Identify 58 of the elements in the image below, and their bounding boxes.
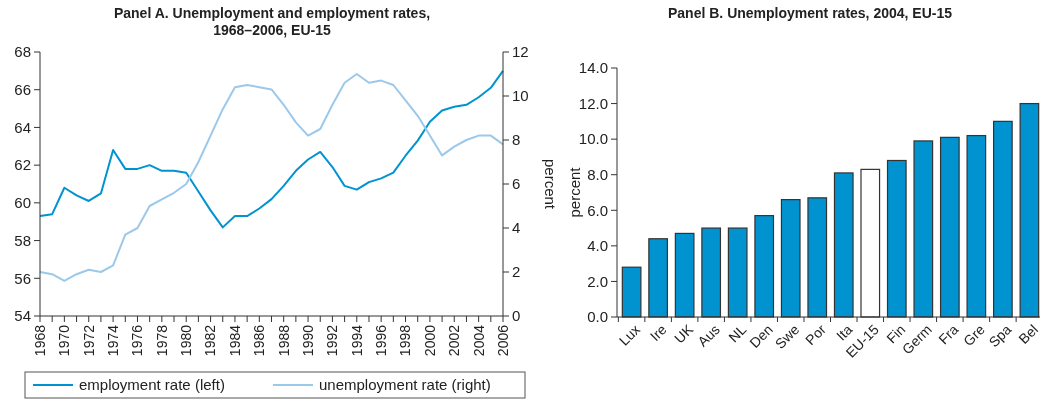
x-tick-label: 2002 — [446, 324, 463, 357]
x-tick-label: 2006 — [494, 324, 511, 357]
x-tick-label: Aus — [694, 321, 723, 350]
x-tick-label: 1992 — [324, 324, 341, 357]
y2-tick-label: 2 — [512, 263, 521, 281]
y-tick-label: 0.0 — [587, 308, 608, 326]
x-tick-label: 1982 — [202, 324, 219, 357]
y-tick-label: 10.0 — [578, 130, 608, 148]
y-tick-label: 6.0 — [587, 201, 608, 219]
line-series — [39, 69, 504, 229]
y2-tick-label: 6 — [512, 175, 521, 193]
y-tick-label: 66 — [14, 80, 31, 98]
x-tick-label: 1998 — [397, 324, 414, 357]
x-tick-label: 1970 — [56, 324, 73, 357]
line-series — [39, 73, 504, 282]
y-tick-label: 8.0 — [587, 165, 608, 183]
y-tick-label: 64 — [14, 118, 31, 136]
x-tick-label: 2000 — [421, 324, 438, 357]
x-tick-label: 1994 — [348, 324, 365, 357]
chart-title: Panel A. Unemployment and employment rates, 1968–2006, EU-15 — [113, 5, 431, 38]
y-tick-label: 14.0 — [578, 59, 608, 77]
x-tick-label: Por — [802, 321, 830, 348]
y-tick-label: 60 — [14, 194, 31, 212]
x-tick-label: 1996 — [373, 324, 390, 357]
y-tick-label: 4.0 — [587, 237, 608, 255]
x-tick-label: 2004 — [470, 324, 487, 357]
x-tick-label: 1980 — [178, 324, 195, 357]
y-tick-label: 68 — [14, 43, 31, 61]
x-tick-label: 1968 — [31, 324, 48, 357]
x-tick-label: 1974 — [105, 324, 122, 357]
x-tick-label: 1976 — [129, 324, 146, 357]
legend-label: employment rate (left) — [79, 376, 225, 394]
y-tick-label: 12.0 — [578, 94, 608, 112]
x-tick-label: 1988 — [275, 324, 292, 357]
x-tick-label: 1990 — [299, 324, 316, 357]
y-tick-label: 54 — [14, 307, 31, 325]
x-tick-label: 1986 — [251, 324, 268, 357]
y-tick-label: 58 — [14, 231, 31, 249]
y2-axis-title: percent — [542, 158, 559, 210]
x-tick-label: 1978 — [153, 324, 170, 357]
y-axis-title: percent — [566, 166, 583, 218]
x-tick-label: Ire — [646, 321, 670, 345]
y2-tick-label: 0 — [512, 307, 521, 325]
y2-tick-label: 12 — [512, 43, 529, 61]
y-tick-label: 62 — [14, 156, 31, 174]
y-tick-label: 56 — [14, 269, 31, 287]
chart-title: Panel B. Unemployment rates, 2004, EU-15 — [668, 5, 953, 21]
y2-tick-label: 4 — [512, 219, 521, 237]
x-tick-label: UK — [671, 320, 697, 347]
x-tick-label: Bel — [1015, 321, 1041, 347]
x-tick-label: 1972 — [80, 324, 97, 357]
y2-tick-label: 10 — [512, 87, 529, 105]
x-tick-label: Fra — [935, 321, 962, 348]
legend-label: unemployment rate (right) — [319, 376, 491, 394]
x-tick-label: Lux — [615, 321, 644, 349]
x-tick-label: 1984 — [226, 324, 243, 357]
y-tick-label: 2.0 — [587, 272, 608, 290]
y2-tick-label: 8 — [512, 131, 521, 149]
